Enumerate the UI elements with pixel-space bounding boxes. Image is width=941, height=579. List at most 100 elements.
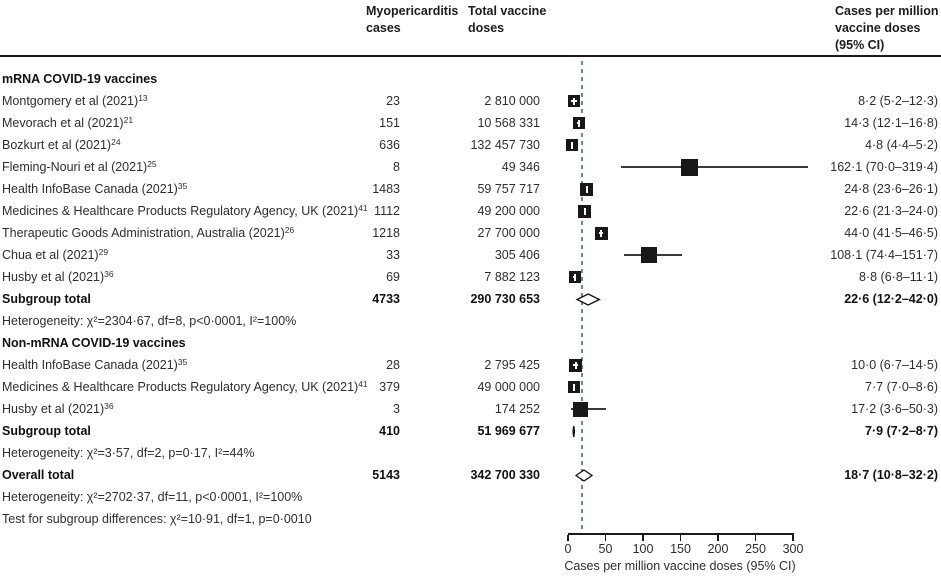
reference-superscript: 41 [358,203,368,213]
section-label: Subgroup total [2,292,91,306]
doses-value: 2 810 000 [484,94,540,108]
heterogeneity-note-row: Heterogeneity: χ²=2702·37, df=11, p<0·00… [0,486,941,508]
study-label: Therapeutic Goods Administration, Austra… [2,225,295,240]
doses-value: 49 000 000 [477,380,540,394]
ci-value: 10·0 (6·7–14·5) [851,358,938,372]
axis-tick [717,534,719,541]
axis-tick-label: 250 [745,542,766,556]
reference-superscript: 29 [98,247,109,257]
study-row: Chua et al (2021)29 33 305 406 108·1 (74·4–… [0,244,941,266]
study-row: Medicines & Healthcare Products Regulato… [0,200,941,222]
column-header-total-vaccine-doses: Total vaccine doses [468,4,547,35]
axis-tick-label: 150 [670,542,691,556]
reference-superscript: 26 [284,225,295,235]
ci-value: 17·2 (3·6–50·3) [851,402,938,416]
doses-value: 10 568 331 [477,116,540,130]
ci-value: 14·3 (12·1–16·8) [844,116,938,130]
total-row: Overall total 5143 342 700 330 18·7 (10·8–3… [0,464,941,486]
doses-value: 49 200 000 [477,204,540,218]
study-label: Fleming-Nouri et al (2021)25 [2,159,157,174]
total-row: Subgroup total 4733 290 730 653 22·6 (12·2–… [0,288,941,310]
cases-value: 8 [393,160,400,174]
cases-value: 151 [379,116,400,130]
reference-superscript: 36 [104,401,114,411]
axis-tick [567,534,569,541]
cases-value: 1483 [372,182,400,196]
axis-line [568,533,794,535]
reference-superscript: 13 [138,93,148,103]
section-label: Non-mRNA COVID-19 vaccines [2,336,186,350]
doses-value: 49 346 [501,160,540,174]
column-header-myopericarditis-cases: Myopericarditis cases [366,4,459,35]
cases-value: 28 [386,358,400,372]
study-label: Medicines & Healthcare Products Regulato… [2,379,368,394]
doses-value: 132 457 730 [470,138,540,152]
study-row: Health InfoBase Canada (2021)35 28 2 795 4… [0,354,941,376]
section-label: Overall total [2,468,75,482]
cases-value: 5143 [372,468,400,482]
ci-value: 44·0 (41·5–46·5) [844,226,938,240]
doses-value: 305 406 [494,248,540,262]
doses-value: 27 700 000 [477,226,540,240]
doses-value: 2 795 425 [484,358,540,372]
cases-value: 3 [393,402,400,416]
study-label: Chua et al (2021)29 [2,247,109,262]
group-header-row: Non-mRNA COVID-19 vaccines [0,332,941,354]
heterogeneity-note-row: Test for subgroup differences: χ²=10·91,… [0,508,941,530]
reference-superscript: 25 [147,159,157,169]
ci-value: 7·7 (7·0–8·6) [865,380,938,394]
cases-value: 4733 [372,292,400,306]
note-text: Heterogeneity: χ²=2304·67, df=8, p<0·000… [2,314,297,328]
section-label: mRNA COVID-19 vaccines [2,72,158,86]
study-label: Husby et al (2021)36 [2,401,114,416]
ci-value: 8·2 (5·2–12·3) [858,94,938,108]
header-divider [0,55,941,57]
ci-value: 22·6 (21·3–24·0) [844,204,938,218]
reference-superscript: 21 [123,115,134,125]
x-axis-title: Cases per million vaccine doses (95% CI) [564,559,796,573]
axis-tick [754,534,757,541]
axis-tick [679,534,682,541]
axis-tick-label: 200 [707,542,729,556]
cases-value: 1218 [372,226,400,240]
axis-tick [604,534,607,541]
ci-value: 18·7 (10·8–32·2) [844,468,938,482]
study-row: Bozkurt et al (2021)24 636 132 457 730 4·8 … [0,134,941,156]
ci-value: 24·8 (23·6–26·1) [844,182,938,196]
study-label: Bozkurt et al (2021)24 [2,137,121,152]
section-label: Subgroup total [2,424,91,438]
ci-value: 162·1 (70·0–319·4) [830,160,938,174]
axis-tick-label: 100 [632,542,654,556]
ci-value: 108·1 (74·4–151·7) [830,248,938,262]
ci-value: 7·9 (7·2–8·7) [865,424,938,438]
study-row: Montgomery et al (2021)13 23 2 810 000 8·2 … [0,90,941,112]
study-row: Husby et al (2021)36 69 7 882 123 8·8 (6·8–… [0,266,941,288]
note-text: Heterogeneity: χ²=3·57, df=2, p=0·17, I²… [2,446,255,460]
doses-value: 7 882 123 [484,270,540,284]
group-header-row: mRNA COVID-19 vaccines [0,68,941,90]
cases-value: 379 [379,380,400,394]
cases-value: 23 [386,94,400,108]
study-label: Health InfoBase Canada (2021)35 [2,357,188,372]
study-label: Health InfoBase Canada (2021)35 [2,181,188,196]
axis-tick-label: 50 [598,542,613,556]
ci-value: 4·8 (4·4–5·2) [865,138,938,152]
reference-superscript: 35 [177,357,188,367]
axis-tick-label: 0 [564,542,572,556]
doses-value: 59 757 717 [477,182,540,196]
study-row: Mevorach et al (2021)21 151 10 568 331 14·3… [0,112,941,134]
study-row: Husby et al (2021)36 3 174 252 17·2 (3·6–50… [0,398,941,420]
reference-superscript: 41 [358,379,368,389]
heterogeneity-note-row: Heterogeneity: χ²=2304·67, df=8, p<0·000… [0,310,941,332]
heterogeneity-note-row: Heterogeneity: χ²=3·57, df=2, p=0·17, I²… [0,442,941,464]
doses-value: 51 969 677 [477,424,540,438]
doses-value: 290 730 653 [470,292,540,306]
cases-value: 410 [379,424,400,438]
ci-value: 22·6 (12·2–42·0) [844,292,938,306]
study-row: Fleming-Nouri et al (2021)25 8 49 346 162·1… [0,156,941,178]
ci-value: 8·8 (6·8–11·1) [859,270,938,284]
doses-value: 174 252 [494,402,540,416]
cases-value: 636 [379,138,400,152]
reference-superscript: 24 [111,137,121,147]
